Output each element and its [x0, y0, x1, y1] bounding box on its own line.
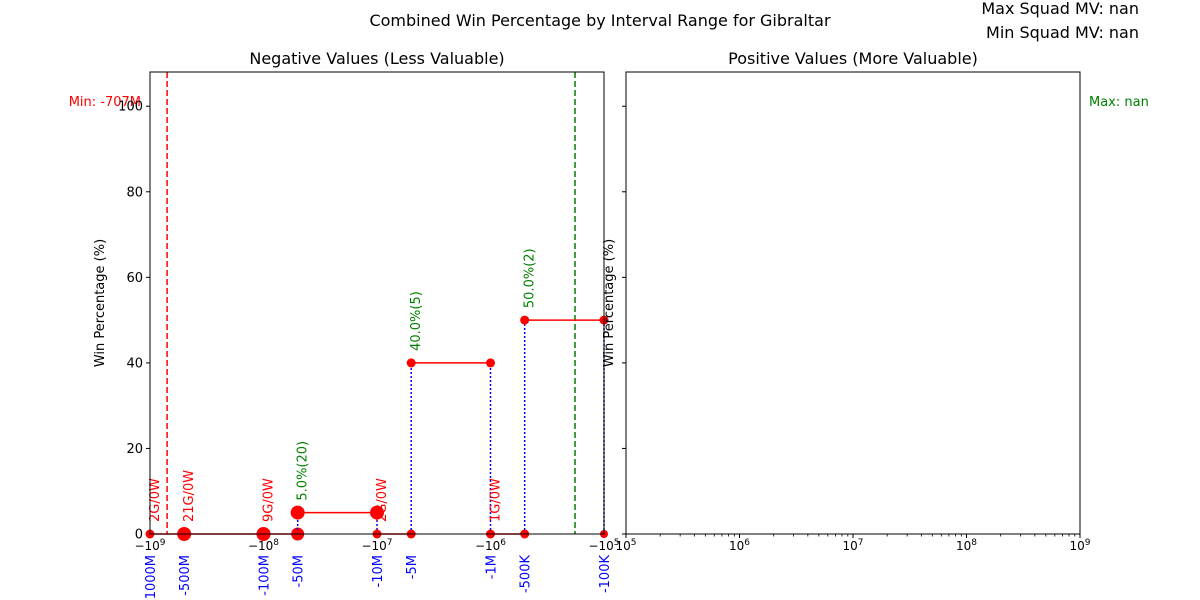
max-squad-mv-text: Max Squad MV: nan [981, 0, 1139, 18]
negative-plot-area: Min: -707M 0 20 40 60 80 100 −109 −108 −107 −106 −1… [69, 72, 620, 600]
segment-annotation: 9G/0W [262, 478, 277, 522]
x-tick-label: 107 [842, 538, 863, 553]
y-tick-label: 100 [118, 100, 143, 115]
interval-label: -10M [371, 555, 386, 587]
y-tick-label: 0 [135, 528, 143, 543]
x-tick-label: −109 [134, 538, 165, 553]
y-tick-label: 60 [126, 271, 143, 286]
min-squad-mv-text: Min Squad MV: nan [986, 23, 1139, 42]
segment-marker-end [370, 505, 384, 520]
interval-label: -5M [405, 555, 420, 579]
x-tick-label: 106 [729, 538, 750, 553]
positive-panel-ylabel: Win Percentage (%) [602, 239, 617, 367]
negative-values-panel: Negative Values (Less Valuable) Win Perc… [69, 49, 620, 600]
interval-label: -100M [258, 555, 273, 596]
y-tick-label: 20 [126, 442, 143, 457]
interval-label: -1M [485, 555, 500, 579]
x-tick-label: −108 [248, 538, 279, 553]
negative-axes-frame [149, 71, 605, 535]
max-value-label: Max: nan [1089, 95, 1149, 110]
interval-label: -500M [178, 555, 193, 596]
segment-annotation: 40.0%(5) [409, 291, 424, 351]
segment-annotation: 2G/0W [375, 478, 390, 522]
interval-label: -500K [519, 555, 534, 594]
positive-values-panel: Positive Values (More Valuable) Win Perc… [602, 49, 1149, 553]
segment-marker-start [290, 505, 305, 520]
positive-axes-frame [625, 71, 1081, 535]
segment-annotation: 21G/0W [182, 470, 197, 522]
interval-label: -50M [292, 555, 307, 587]
x-tick-label: 109 [1069, 538, 1090, 553]
x-tick-label: 105 [615, 538, 636, 553]
segment-marker-end [486, 358, 495, 368]
segment-marker-start [520, 315, 530, 325]
segment-annotation: 1G/0W [489, 478, 504, 522]
segment-marker-start [406, 358, 416, 368]
min-value-label: Min: -707M [69, 95, 141, 110]
x-tick-label: 108 [956, 538, 977, 553]
interval-label: -100K [598, 555, 613, 594]
y-tick-label: 40 [126, 356, 143, 371]
positive-panel-title: Positive Values (More Valuable) [728, 49, 978, 68]
interval-label: -1000M [144, 555, 159, 600]
segment-annotation: 2G/0W [148, 478, 163, 522]
segment-annotation: 50.0%(2) [523, 248, 538, 308]
segment-annotation: 5.0%(20) [296, 441, 311, 501]
x-tick-label: −105 [588, 538, 619, 553]
x-tick-label: −106 [475, 538, 506, 553]
x-tick-label: −107 [361, 538, 392, 553]
negative-panel-ylabel: Win Percentage (%) [93, 239, 108, 367]
y-tick-label: 80 [126, 185, 143, 200]
negative-panel-title: Negative Values (Less Valuable) [249, 49, 504, 68]
figure-title: Combined Win Percentage by Interval Rang… [369, 11, 830, 30]
